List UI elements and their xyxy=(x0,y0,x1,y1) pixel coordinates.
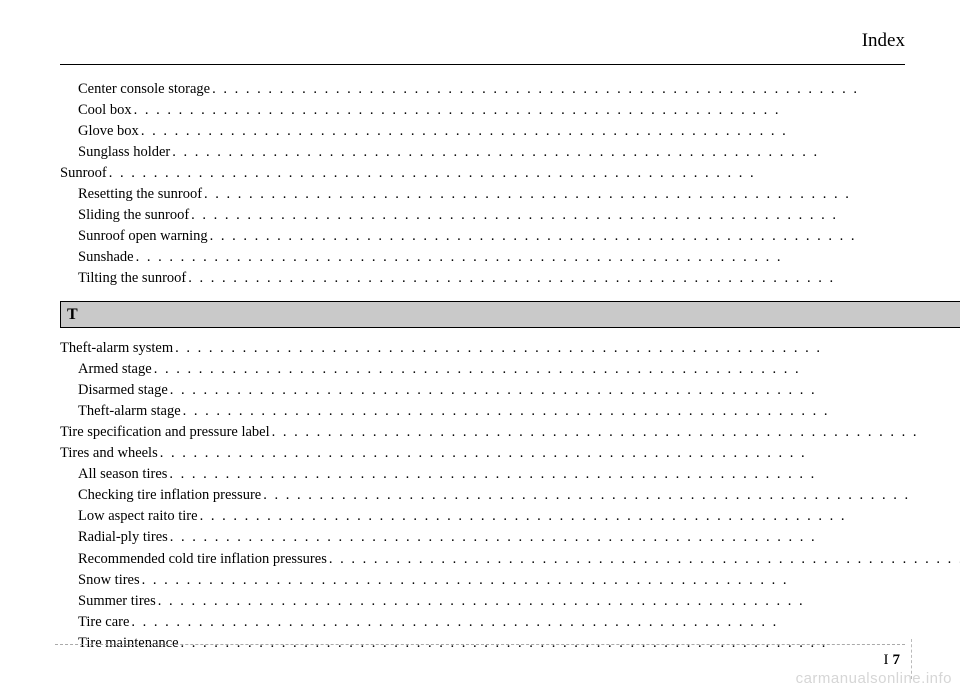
page-number: I7 xyxy=(884,652,901,669)
entry-label: Glove box xyxy=(78,121,139,142)
entry-dots xyxy=(158,443,960,464)
entry-dots xyxy=(168,527,960,548)
index-entry: Radial-ply tires7-56 xyxy=(60,527,960,548)
watermark: carmanualsonline.info xyxy=(796,670,952,687)
entry-dots xyxy=(132,100,960,121)
section-heading: T xyxy=(60,301,960,328)
index-entry: Sunshade4-39 xyxy=(60,247,960,268)
index-entry: Checking tire inflation pressure7-45 xyxy=(60,485,960,506)
index-entry: Recommended cold tire inflation pressure… xyxy=(60,549,960,570)
entry-dots xyxy=(327,549,960,570)
entry-label: Low aspect raito tire xyxy=(78,506,198,527)
index-entry: Theft-alarm system4-15 xyxy=(60,338,960,359)
entry-label: Snow tires xyxy=(78,570,140,591)
chapter-letter: I xyxy=(884,652,889,668)
entry-label: Recommended cold tire inflation pressure… xyxy=(78,549,327,570)
index-entry: Tire care7-44 xyxy=(60,612,960,633)
entry-label: Tires and wheels xyxy=(60,443,158,464)
entry-dots xyxy=(181,401,960,422)
entry-dots xyxy=(261,485,960,506)
entry-label: Sunglass holder xyxy=(78,142,170,163)
entry-label: Tire specification and pressure label xyxy=(60,422,270,443)
header-title: Index xyxy=(862,30,905,51)
header-rule xyxy=(60,64,905,65)
page-header: Index xyxy=(60,30,905,56)
entry-dots xyxy=(156,591,960,612)
index-entry: Center console storage4-135 xyxy=(60,79,960,100)
entry-label: Tilting the sunroof xyxy=(78,268,186,289)
entry-dots xyxy=(139,121,960,142)
entry-dots xyxy=(173,338,960,359)
entry-label: Summer tires xyxy=(78,591,156,612)
entry-dots xyxy=(170,142,960,163)
entry-dots xyxy=(202,184,960,205)
footer-dashed-rule xyxy=(55,644,905,645)
entry-label: Sunroof open warning xyxy=(78,226,208,247)
entry-dots xyxy=(107,163,960,184)
entry-label: Resetting the sunroof xyxy=(78,184,202,205)
index-entry: Theft-alarm stage4-16 xyxy=(60,401,960,422)
entry-label: All season tires xyxy=(78,464,167,485)
entry-label: Sunroof xyxy=(60,163,107,184)
entry-dots xyxy=(168,380,960,401)
entry-dots xyxy=(210,79,960,100)
entry-label: Armed stage xyxy=(78,359,152,380)
entry-label: Disarmed stage xyxy=(78,380,168,401)
index-entry: Glove box4-135 xyxy=(60,121,960,142)
entry-label: Tire care xyxy=(78,612,129,633)
entry-dots xyxy=(167,464,960,485)
index-entry: Cool box4-136 xyxy=(60,100,960,121)
entry-dots xyxy=(208,226,960,247)
entry-label: Radial-ply tires xyxy=(78,527,168,548)
entry-label: Sunshade xyxy=(78,247,134,268)
entry-label: Cool box xyxy=(78,100,132,121)
index-entry: Sliding the sunroof4-38 xyxy=(60,205,960,226)
entry-dots xyxy=(129,612,960,633)
entry-label: Center console storage xyxy=(78,79,210,100)
index-entry: Tires and wheels7-44 xyxy=(60,443,960,464)
entry-dots xyxy=(152,359,960,380)
index-entry: Summer tires7-55 xyxy=(60,591,960,612)
index-entry: All season tires7-55 xyxy=(60,464,960,485)
index-entry: Snow tires7-55 xyxy=(60,570,960,591)
entry-dots xyxy=(186,268,960,289)
entry-label: Checking tire inflation pressure xyxy=(78,485,261,506)
index-entry: Disarmed stage4-16 xyxy=(60,380,960,401)
entry-label: Sliding the sunroof xyxy=(78,205,189,226)
entry-dots xyxy=(134,247,960,268)
entry-dots xyxy=(189,205,960,226)
index-columns: Center console storage4-135Cool box4-136… xyxy=(60,79,905,654)
index-entry: Sunroof open warning4-37 xyxy=(60,226,960,247)
index-entry: Resetting the sunroof4-40 xyxy=(60,184,960,205)
index-entry: Armed stage4-15 xyxy=(60,359,960,380)
entry-label: Theft-alarm system xyxy=(60,338,173,359)
index-entry: Low aspect raito tire7-56 xyxy=(60,506,960,527)
page: Index Center console storage4-135Cool bo… xyxy=(0,0,960,689)
left-column: Center console storage4-135Cool box4-136… xyxy=(60,79,960,654)
entry-label: Theft-alarm stage xyxy=(78,401,181,422)
index-entry: Tilting the sunroof4-39 xyxy=(60,268,960,289)
index-entry: Sunroof4-37 xyxy=(60,163,960,184)
entry-dots xyxy=(270,422,960,443)
page-digit: 7 xyxy=(893,652,901,668)
entry-dots xyxy=(198,506,960,527)
index-entry: Sunglass holder4-136 xyxy=(60,142,960,163)
index-entry: Tire specification and pressure label8-1… xyxy=(60,422,960,443)
entry-dots xyxy=(140,570,960,591)
